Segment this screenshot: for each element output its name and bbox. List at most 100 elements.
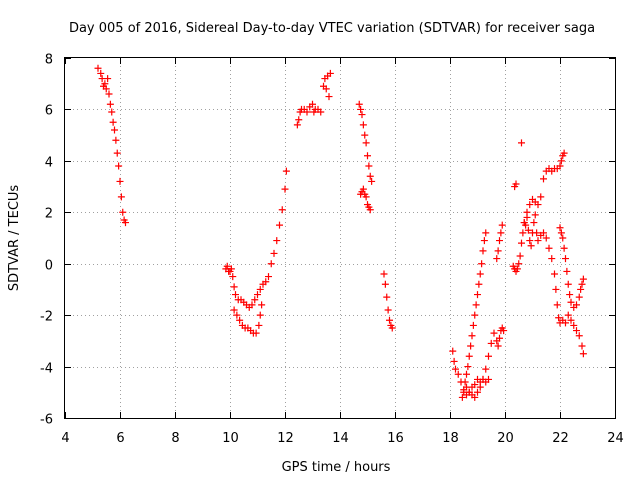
data-point [111,126,118,134]
series-arc-7 [449,347,492,399]
data-point [500,327,508,335]
x-tick-label: 22 [552,431,569,446]
data-point [381,280,389,288]
data-point [482,229,490,237]
data-point [567,298,575,306]
y-axis-tick-labels: -6 -4 -2 0 2 4 6 8 [40,53,53,428]
data-point [464,363,472,371]
data-point [355,100,363,108]
data-point [101,80,109,88]
data-point [556,162,564,170]
data-point [386,316,393,324]
data-point [113,149,121,157]
data-point [494,342,502,350]
data-point [515,260,523,268]
data-point [512,180,520,188]
data-point [254,291,261,299]
data-point [513,265,521,273]
series-arc-10 [509,149,568,275]
series-arc-3 [230,301,266,337]
data-point [256,285,264,293]
data-point [579,275,587,283]
data-point [102,85,110,93]
data-point [487,339,495,347]
data-point [295,116,303,124]
data-point [359,185,367,193]
data-point [573,327,580,335]
data-point [570,321,578,329]
data-point [461,378,469,386]
data-point [117,193,125,201]
data-point [303,108,311,116]
data-point [480,237,488,245]
data-point [366,172,374,180]
data-point [251,296,259,304]
data-point [366,206,374,214]
data-point [273,237,281,245]
data-point [523,213,531,221]
data-point [527,242,535,250]
data-point [309,100,316,108]
data-point [108,108,116,116]
data-point [476,270,484,278]
data-point [556,224,564,232]
data-point [232,291,239,299]
plot-area-frame [64,57,616,419]
data-point [112,136,120,144]
series-arc-8 [458,229,490,401]
data-point [368,177,376,185]
data-point [534,201,542,209]
data-point [564,280,572,288]
data-point [471,381,479,389]
data-point [562,255,569,263]
x-tick-label: 12 [277,431,294,446]
data-point [519,229,527,237]
data-point [326,69,334,77]
data-point [524,226,532,234]
data-point [361,131,369,139]
x-tick-label: 14 [332,431,349,446]
data-point [497,229,505,237]
data-point [562,319,569,327]
data-point [537,193,545,201]
data-point [526,201,534,209]
data-point [468,332,476,340]
data-point [362,139,370,147]
data-point [94,64,102,72]
series-arc-12 [556,224,587,311]
data-point [579,350,587,358]
data-point [317,108,325,116]
data-point [449,347,457,355]
x-tick-label: 4 [61,431,69,446]
data-point [256,311,264,319]
data-point [383,293,391,301]
series-arc-11 [511,139,587,358]
data-point [467,342,475,350]
data-point [566,291,574,299]
x-tick-label: 6 [116,431,124,446]
data-point [474,388,481,396]
data-point [518,139,525,147]
data-point [362,193,370,201]
data-point [293,121,301,129]
series-arc-9 [463,221,508,401]
data-point [469,321,477,329]
data-point [119,208,127,216]
data-point [563,267,571,275]
axis-ticks [65,58,616,419]
series-arc-1 [94,64,129,227]
data-point [526,237,534,245]
y-tick-label: -6 [40,413,53,428]
data-point [471,311,479,319]
data-point [258,301,266,309]
data-point [476,383,484,391]
data-point [252,329,260,337]
data-point [575,293,583,301]
data-point [553,301,561,309]
data-point [498,221,506,229]
data-point [109,118,117,126]
data-point [452,365,459,373]
data-point [560,244,568,252]
x-axis-tick-labels: 4 6 8 10 12 14 16 18 20 22 24 [61,431,623,446]
x-tick-label: 16 [387,431,404,446]
